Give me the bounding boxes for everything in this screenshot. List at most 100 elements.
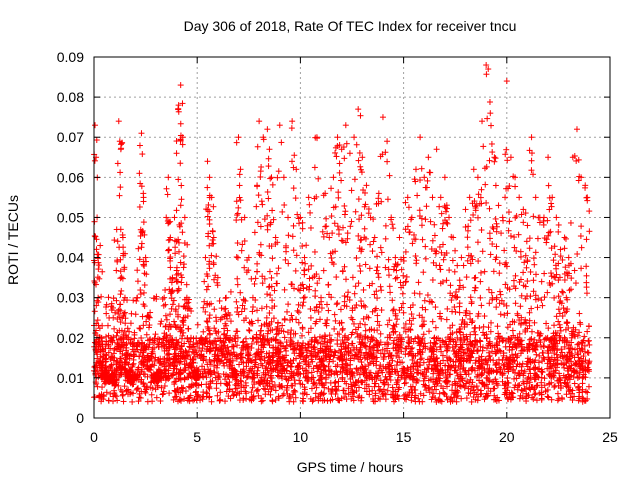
scatter-point bbox=[243, 374, 250, 381]
x-tick-label: 20 bbox=[499, 429, 515, 445]
scatter-point bbox=[467, 331, 474, 338]
scatter-point bbox=[555, 306, 562, 313]
scatter-point bbox=[199, 363, 206, 370]
y-tick-label: 0.05 bbox=[57, 209, 84, 225]
scatter-point bbox=[167, 332, 174, 339]
scatter-point bbox=[269, 397, 276, 404]
y-tick-label: 0.06 bbox=[57, 169, 84, 185]
scatter-point bbox=[120, 391, 127, 398]
scatter-point bbox=[230, 349, 237, 356]
scatter-point bbox=[493, 304, 500, 311]
scatter-point bbox=[432, 395, 439, 402]
y-tick-label: 0.03 bbox=[57, 290, 84, 306]
scatter-point bbox=[386, 317, 393, 324]
scatter-point bbox=[351, 382, 358, 389]
scatter-point bbox=[170, 396, 177, 403]
scatter-point bbox=[581, 333, 588, 340]
scatter-point bbox=[239, 339, 246, 346]
scatter-point bbox=[134, 385, 141, 392]
scatter-point bbox=[206, 394, 213, 401]
scatter-point bbox=[390, 322, 397, 329]
y-tick-label: 0.02 bbox=[57, 330, 84, 346]
chart-title: Day 306 of 2018, Rate Of TEC Index for r… bbox=[184, 18, 517, 34]
scatter-point bbox=[221, 362, 228, 369]
scatter-point bbox=[555, 318, 562, 325]
scatter-point bbox=[526, 317, 533, 324]
scatter-point bbox=[311, 379, 318, 386]
scatter-point bbox=[299, 302, 306, 309]
y-tick-label: 0.08 bbox=[57, 89, 84, 105]
x-tick-label: 5 bbox=[193, 429, 201, 445]
scatter-point bbox=[329, 386, 336, 393]
scatter-point bbox=[374, 318, 381, 325]
scatter-point bbox=[561, 364, 568, 371]
y-axis-label: ROTI / TECUs bbox=[5, 195, 21, 285]
scatter-point bbox=[157, 397, 164, 404]
x-tick-label: 25 bbox=[602, 429, 618, 445]
scatter-point bbox=[104, 322, 111, 329]
scatter-point bbox=[108, 303, 115, 310]
scatter-point bbox=[391, 337, 398, 344]
scatter-point bbox=[217, 389, 224, 396]
scatter-point bbox=[321, 384, 328, 391]
scatter-point bbox=[350, 320, 357, 327]
scatter-point bbox=[544, 393, 551, 400]
scatter-point bbox=[417, 370, 424, 377]
y-tick-label: 0.09 bbox=[57, 49, 84, 65]
scatter-point bbox=[408, 321, 415, 328]
scatter-point bbox=[535, 359, 542, 366]
scatter-point bbox=[120, 398, 127, 405]
scatter-point bbox=[576, 364, 583, 371]
scatter-point bbox=[313, 353, 320, 360]
scatter-point bbox=[404, 364, 411, 371]
scatter-point bbox=[319, 380, 326, 387]
scatter-point bbox=[563, 391, 570, 398]
scatter-point bbox=[401, 395, 408, 402]
scatter-point bbox=[463, 333, 470, 340]
scatter-point bbox=[214, 392, 221, 399]
scatter-point bbox=[127, 320, 134, 327]
scatter-point bbox=[130, 297, 137, 304]
scatter-point bbox=[137, 291, 144, 298]
scatter-point bbox=[229, 388, 236, 395]
scatter-point bbox=[488, 319, 495, 326]
scatter-point bbox=[517, 303, 524, 310]
x-tick-label: 0 bbox=[90, 429, 98, 445]
scatter-point bbox=[108, 307, 115, 314]
scatter-point bbox=[454, 372, 461, 379]
scatter-point bbox=[279, 322, 286, 329]
scatter-point bbox=[377, 396, 384, 403]
scatter-point bbox=[358, 359, 365, 366]
scatter-point bbox=[159, 391, 166, 398]
scatter-point bbox=[402, 379, 409, 386]
scatter-point bbox=[227, 318, 234, 325]
scatter-point bbox=[545, 325, 552, 332]
scatter-point bbox=[585, 359, 592, 366]
scatter-point bbox=[341, 293, 348, 300]
scatter-point bbox=[288, 312, 295, 319]
scatter-points bbox=[91, 62, 593, 405]
scatter-point bbox=[137, 394, 144, 401]
scatter-point bbox=[126, 328, 133, 335]
scatter-point bbox=[114, 397, 121, 404]
scatter-point bbox=[375, 395, 382, 402]
x-axis-label: GPS time / hours bbox=[297, 459, 404, 475]
scatter-point bbox=[361, 385, 368, 392]
scatter-point bbox=[166, 390, 173, 397]
scatter-point bbox=[523, 398, 530, 405]
x-tick-label: 15 bbox=[396, 429, 412, 445]
scatter-point bbox=[110, 314, 117, 321]
scatter-point bbox=[103, 389, 110, 396]
scatter-point bbox=[136, 394, 143, 401]
scatter-point bbox=[522, 316, 529, 323]
y-tick-label: 0 bbox=[76, 410, 84, 426]
scatter-point bbox=[194, 321, 201, 328]
y-tick-label: 0.07 bbox=[57, 129, 84, 145]
scatter-point bbox=[234, 342, 241, 349]
scatter-point bbox=[528, 335, 535, 342]
scatter-point bbox=[216, 297, 223, 304]
scatter-point bbox=[433, 386, 440, 393]
x-tick-label: 10 bbox=[293, 429, 309, 445]
scatter-point bbox=[467, 294, 474, 301]
